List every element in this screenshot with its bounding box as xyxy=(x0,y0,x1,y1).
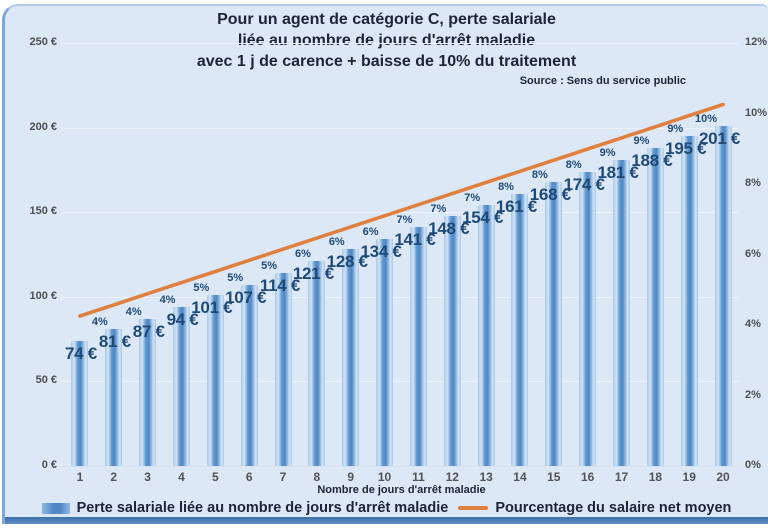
legend-line-label: Pourcentage du salaire net moyen xyxy=(495,500,731,516)
x-axis-tick-2: 2 xyxy=(97,470,131,484)
bar-day-14 xyxy=(511,194,528,466)
y-axis-right-tick: 4% xyxy=(745,318,768,330)
x-axis-tick-13: 13 xyxy=(469,470,503,484)
x-axis-tick-11: 11 xyxy=(401,470,435,484)
x-axis-tick-6: 6 xyxy=(232,470,266,484)
x-axis-tick-5: 5 xyxy=(198,470,232,484)
gridline-50€ xyxy=(61,381,738,382)
line-series-swatch-icon xyxy=(458,506,488,510)
x-axis-tick-1: 1 xyxy=(63,470,97,484)
bar-day-7 xyxy=(275,273,292,466)
y-axis-left-tick: 0 € xyxy=(9,459,57,471)
y-axis-right-tick: 2% xyxy=(745,389,768,401)
x-axis-tick-12: 12 xyxy=(435,470,469,484)
bar-day-8 xyxy=(308,261,325,466)
y-axis-left-tick: 50 € xyxy=(9,374,57,386)
gridline-250€ xyxy=(61,43,738,44)
plot-area: 0 € 50 € 100 € 150 € 200 € 250 € 0% 2% 4% 6% 8% 10%… xyxy=(5,6,768,524)
bar-day-18 xyxy=(647,148,664,466)
x-axis-tick-4: 4 xyxy=(164,470,198,484)
y-axis-left-tick: 150 € xyxy=(9,205,57,217)
y-axis-right-tick: 8% xyxy=(745,177,768,189)
bar-day-4 xyxy=(173,307,190,466)
panel-bottom-frame xyxy=(5,517,768,524)
y-axis-left-tick: 250 € xyxy=(9,36,57,48)
bar-day-10 xyxy=(376,239,393,466)
x-axis-tick-9: 9 xyxy=(334,470,368,484)
bar-day-9 xyxy=(342,249,359,466)
gridline-0€ xyxy=(61,466,738,467)
x-axis-tick-18: 18 xyxy=(638,470,672,484)
x-axis-tick-17: 17 xyxy=(605,470,639,484)
bar-day-19 xyxy=(681,136,698,466)
bar-series-swatch-icon xyxy=(42,503,70,514)
legend-item-line: Pourcentage du salaire net moyen xyxy=(458,500,731,516)
bar-day-12 xyxy=(444,216,461,466)
bar-day-16 xyxy=(579,172,596,466)
x-axis-tick-7: 7 xyxy=(266,470,300,484)
bar-day-17 xyxy=(613,160,630,466)
gridline-150€ xyxy=(61,212,738,213)
x-axis-tick-3: 3 xyxy=(131,470,165,484)
bar-day-20 xyxy=(715,126,732,466)
chart-panel: Pour un agent de catégorie C, perte sala… xyxy=(2,4,768,524)
x-axis-tick-19: 19 xyxy=(672,470,706,484)
gridline-200€ xyxy=(61,128,738,129)
line-percent-label-day-20: 10% xyxy=(675,113,717,125)
y-axis-left-tick: 200 € xyxy=(9,121,57,133)
x-axis-tick-14: 14 xyxy=(503,470,537,484)
legend-item-bar: Perte salariale liée au nombre de jours … xyxy=(42,500,449,516)
y-axis-right-tick: 6% xyxy=(745,248,768,260)
y-axis-right-tick: 0% xyxy=(745,459,768,471)
x-axis-tick-16: 16 xyxy=(571,470,605,484)
legend: Perte salariale liée au nombre de jours … xyxy=(5,500,768,516)
bar-day-11 xyxy=(410,227,427,466)
x-axis-tick-8: 8 xyxy=(300,470,334,484)
x-axis-title: Nombre de jours d'arrêt maladie xyxy=(63,484,740,496)
x-axis-tick-15: 15 xyxy=(537,470,571,484)
bar-day-13 xyxy=(478,205,495,466)
y-axis-left-tick: 100 € xyxy=(9,290,57,302)
x-axis-tick-20: 20 xyxy=(706,470,740,484)
bar-day-5 xyxy=(207,295,224,466)
x-axis-tick-10: 10 xyxy=(368,470,402,484)
bar-value-label-day-20: 201 € xyxy=(676,129,740,149)
y-axis-right-tick: 10% xyxy=(745,107,768,119)
bar-day-15 xyxy=(545,182,562,466)
y-axis-right-tick: 12% xyxy=(745,36,768,48)
legend-bar-label: Perte salariale liée au nombre de jours … xyxy=(77,500,449,516)
bar-day-6 xyxy=(241,285,258,466)
